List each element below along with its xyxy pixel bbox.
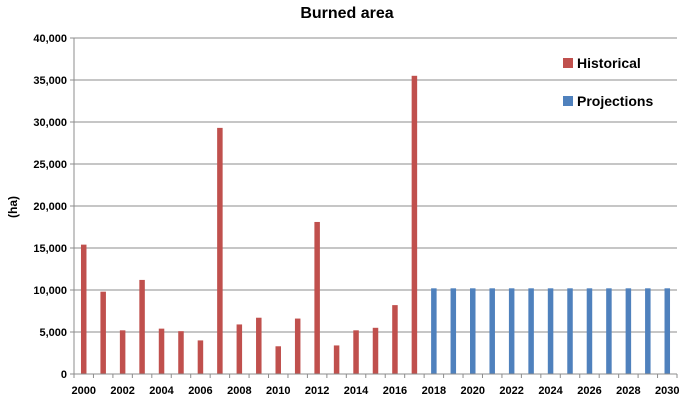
legend-swatch-projections <box>563 96 573 106</box>
bar-historical-2013 <box>333 345 340 374</box>
bar-projections-2023 <box>528 288 534 374</box>
x-tick-label: 2022 <box>499 385 523 397</box>
bar-historical-2016 <box>392 305 398 374</box>
x-tick-label: 2010 <box>266 385 290 397</box>
bar-projections-2026 <box>586 288 593 374</box>
x-tick-label: 2020 <box>461 385 485 397</box>
y-tick-label: 25,000 <box>33 159 67 171</box>
y-tick-label: 20,000 <box>33 201 67 213</box>
x-tick-label: 2012 <box>305 385 329 397</box>
bar-projections-2029 <box>645 288 651 374</box>
bar-projections-2025 <box>567 288 573 374</box>
x-tick-label: 2018 <box>422 385 446 397</box>
bar-historical-2007 <box>217 127 223 374</box>
bar-historical-2000 <box>80 244 87 374</box>
y-tick-label: 30,000 <box>33 117 67 129</box>
x-axis-ticks: 2000 2002 2004 2006 2008 2010 2012 2014 2016 2018… <box>71 374 680 397</box>
bar-historical-2005 <box>178 331 184 374</box>
chart-title: Burned area <box>300 5 393 22</box>
bar-historical-2003 <box>139 279 145 374</box>
x-tick-label: 2030 <box>655 385 679 397</box>
bar-projections-2022 <box>508 288 515 374</box>
y-tick-label: 5,000 <box>39 327 67 339</box>
legend-label-historical: Historical <box>577 55 641 71</box>
y-tick-label: 10,000 <box>33 285 67 297</box>
x-tick-label: 2000 <box>71 385 95 397</box>
y-tick-label: 0 <box>61 369 67 381</box>
y-axis-label: (ha) <box>6 196 20 218</box>
axes <box>73 38 677 375</box>
bar-projections-2021 <box>489 288 495 374</box>
x-tick-label: 2006 <box>188 385 212 397</box>
y-tick-label: 15,000 <box>33 243 67 255</box>
bar-historical-2008 <box>236 324 243 374</box>
x-tick-label: 2016 <box>383 385 407 397</box>
bar-historical-2014 <box>353 330 359 374</box>
x-tick-label: 2024 <box>538 385 563 397</box>
bar-historical-2017 <box>411 75 418 375</box>
bar-projections-2020 <box>470 288 476 374</box>
bar-projections-2024 <box>547 288 554 374</box>
bar-historical-2006 <box>197 340 204 374</box>
bar-historical-2010 <box>275 346 281 374</box>
legend: Historical Projections <box>563 55 653 109</box>
x-tick-label: 2004 <box>149 385 174 397</box>
legend-swatch-historical <box>563 58 573 68</box>
x-tick-label: 2008 <box>227 385 251 397</box>
gridlines <box>74 37 677 333</box>
y-tick-label: 35,000 <box>33 75 67 87</box>
bar-projections-2028 <box>625 288 632 374</box>
bar-historical-2012 <box>314 221 320 374</box>
bar-projections-2018 <box>431 288 437 374</box>
bar-projections-2030 <box>664 288 671 374</box>
bar-historical-2011 <box>294 318 301 374</box>
x-tick-label: 2014 <box>344 385 369 397</box>
bar-historical-2009 <box>256 317 262 374</box>
bar-historical-2004 <box>158 328 165 374</box>
y-tick-label: 40,000 <box>33 33 67 45</box>
bar-projections-2019 <box>450 288 457 374</box>
bars <box>80 75 671 375</box>
bar-historical-2015 <box>372 327 379 374</box>
x-tick-label: 2028 <box>616 385 640 397</box>
bar-historical-2001 <box>100 291 106 374</box>
bar-projections-2027 <box>606 288 612 374</box>
legend-label-projections: Projections <box>577 93 653 109</box>
bar-historical-2002 <box>119 330 126 374</box>
x-tick-label: 2026 <box>577 385 601 397</box>
y-axis-ticks: 0 5,000 10,000 15,000 20,000 25,000 30,000 35,0… <box>33 33 74 381</box>
x-tick-label: 2002 <box>110 385 134 397</box>
